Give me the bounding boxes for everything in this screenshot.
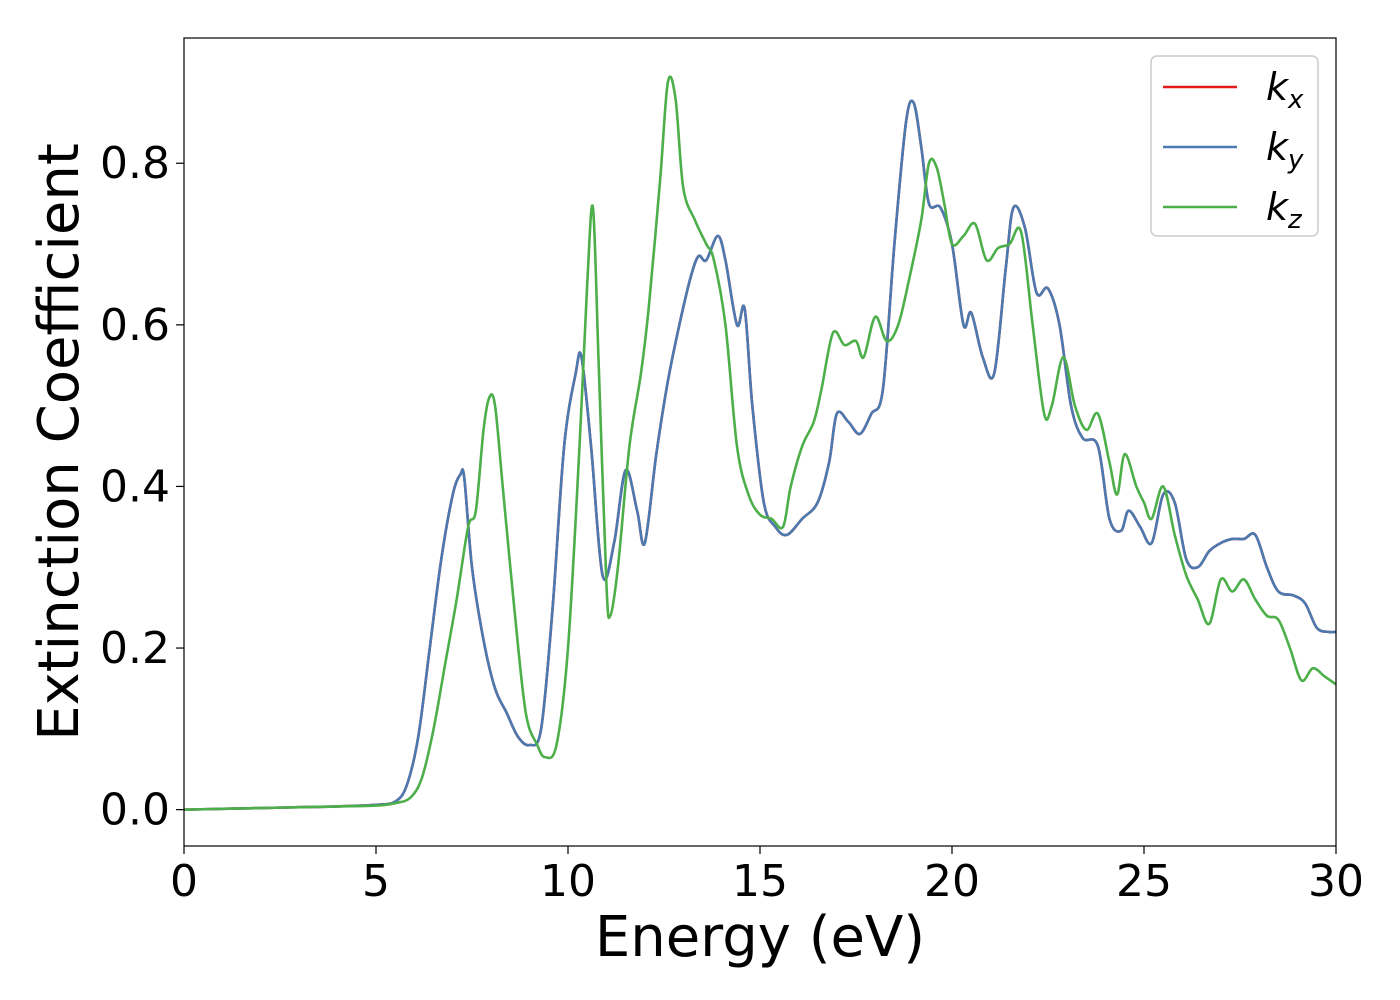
x-tick-label: 10	[540, 856, 596, 907]
series-line-ky	[184, 99, 1336, 811]
legend-label-kx: kx	[1266, 65, 1304, 115]
y-axis-label: Extinction Coefficient	[27, 143, 92, 741]
series-line-kz	[184, 75, 1336, 811]
x-tick-label: 20	[924, 856, 980, 907]
x-tick-label: 0	[170, 856, 198, 907]
y-tick-label: 0.8	[100, 138, 170, 189]
series-layer	[184, 75, 1336, 811]
legend-label-ky: ky	[1266, 125, 1304, 175]
x-tick-label: 25	[1116, 856, 1172, 907]
legend-label-kz: kz	[1266, 185, 1303, 235]
x-axis: 0 5 10 15 20 25 30	[170, 846, 1364, 907]
legend: kx ky kz	[1150, 55, 1319, 237]
y-tick-label: 0.2	[100, 623, 170, 674]
x-tick-label: 5	[362, 856, 390, 907]
y-tick-label: 0.6	[100, 300, 170, 351]
x-tick-label: 30	[1308, 856, 1364, 907]
y-tick-label: 0.0	[100, 785, 170, 836]
y-axis: 0.0 0.2 0.4 0.6 0.8	[100, 138, 184, 836]
x-tick-label: 15	[732, 856, 788, 907]
y-tick-label: 0.4	[100, 461, 170, 512]
x-axis-label: Energy (eV)	[595, 905, 925, 970]
